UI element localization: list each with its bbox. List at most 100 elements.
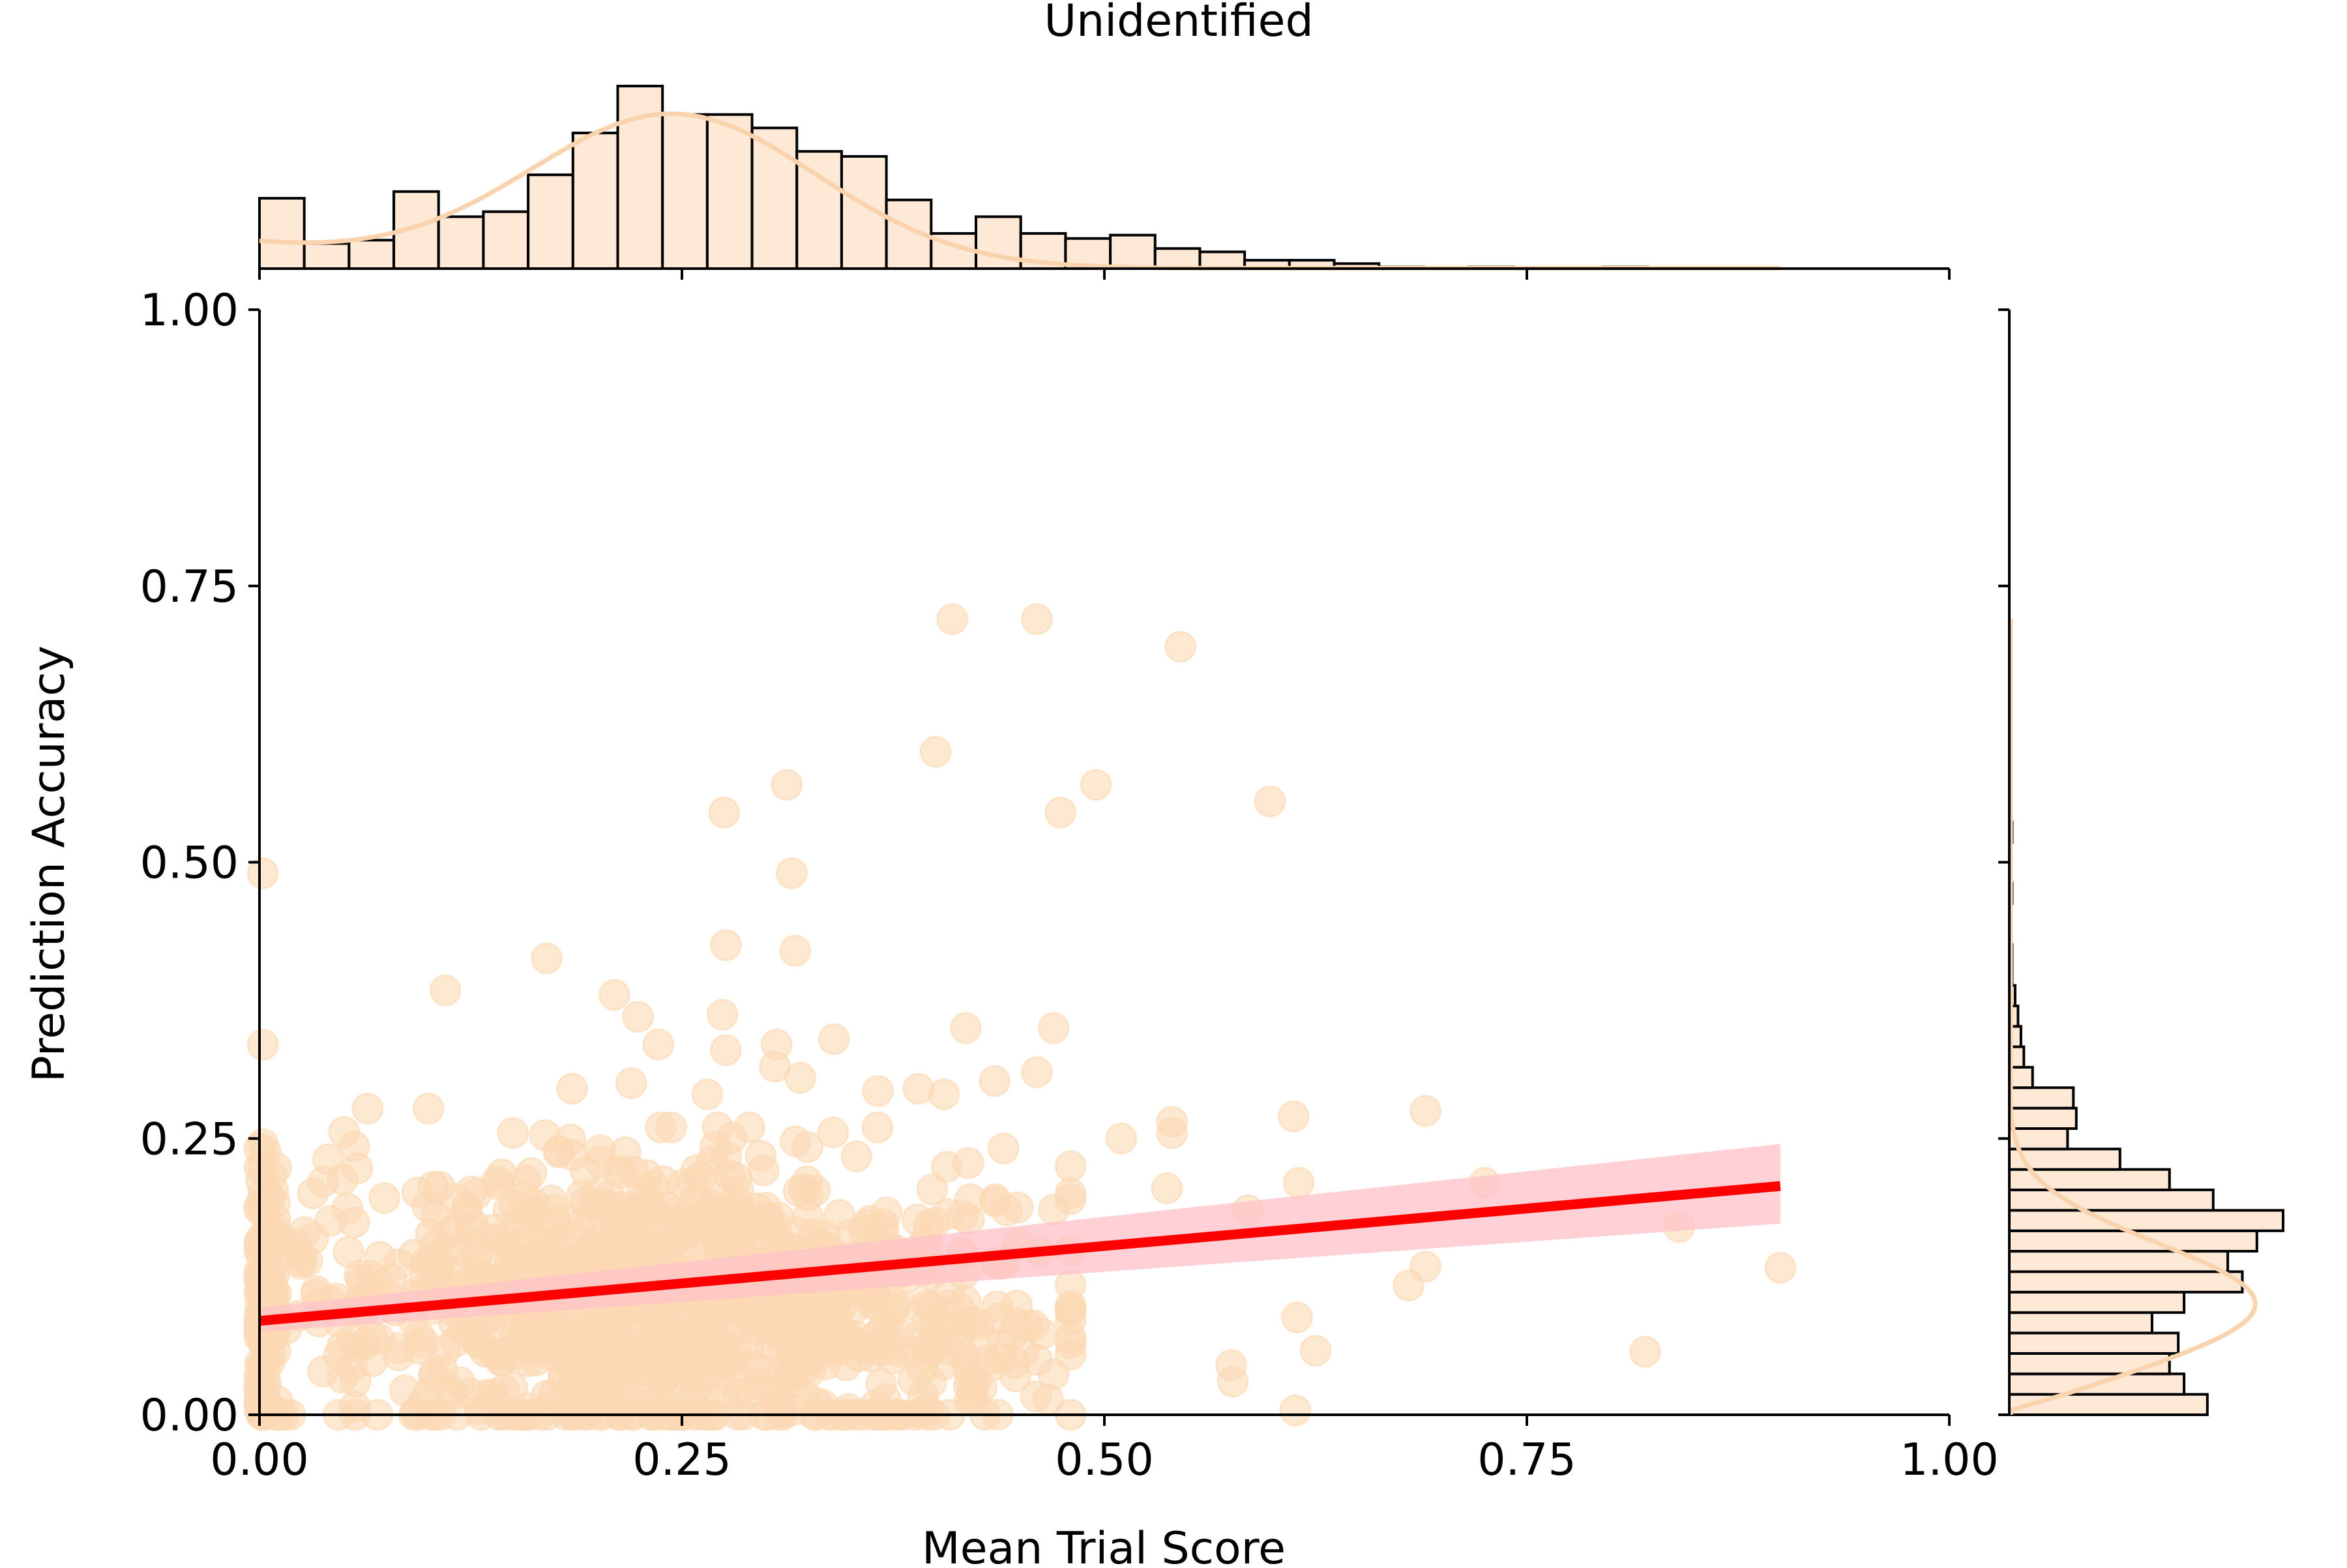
- y-hist-bar: [2008, 1311, 2153, 1335]
- y-hist-bar: [2008, 1270, 2244, 1294]
- y-tick-label: 0.50: [140, 838, 239, 889]
- scatter-point: [486, 1158, 518, 1191]
- scatter-point: [861, 1319, 893, 1352]
- scatter-point: [862, 1074, 894, 1107]
- x-tick-label: 0.25: [632, 1434, 731, 1486]
- scatter-point: [775, 857, 808, 889]
- scatter-point: [745, 1140, 777, 1172]
- scatter-point: [368, 1182, 401, 1215]
- scatter-point: [1017, 1309, 1050, 1341]
- x-hist-bar: [527, 173, 574, 270]
- scatter-point: [1279, 1394, 1312, 1427]
- scatter-point: [861, 1111, 894, 1144]
- scatter-point: [708, 796, 741, 829]
- scatter-point: [1629, 1335, 1661, 1368]
- scatter-point: [783, 1305, 816, 1338]
- scatter-point: [753, 1329, 786, 1362]
- scatter-point: [339, 1391, 372, 1423]
- y-hist-bar: [2008, 1290, 2186, 1314]
- scatter-point: [818, 1023, 850, 1056]
- x-tick-label: 1.00: [1900, 1434, 1998, 1486]
- y-tick-label: 0.75: [140, 561, 239, 613]
- scatter-point: [439, 1182, 471, 1215]
- scatter-point: [1054, 1327, 1087, 1359]
- scatter-point: [246, 1028, 279, 1061]
- scatter-point: [1037, 1012, 1070, 1044]
- scatter-point: [443, 1366, 476, 1398]
- regression-layer: [259, 1144, 1781, 1332]
- scatter-point: [919, 735, 952, 768]
- scatter-point: [947, 1200, 979, 1232]
- scatter-point: [681, 1370, 713, 1403]
- x-tick-label: 0.75: [1477, 1434, 1576, 1486]
- scatter-point: [383, 1248, 415, 1280]
- scatter-point: [928, 1078, 960, 1110]
- scatter-point: [772, 1362, 804, 1395]
- scatter-point: [1105, 1122, 1138, 1155]
- scatter-point: [598, 1203, 631, 1235]
- y-hist-bar: [2008, 1209, 2284, 1232]
- y-tick-label: 0.00: [140, 1390, 239, 1442]
- scatter-point: [297, 1177, 329, 1209]
- y-hist-bar: [2008, 1065, 2034, 1089]
- scatter-point: [703, 1230, 736, 1263]
- y-tick-label: 1.00: [140, 285, 239, 336]
- scatter-point: [248, 1187, 280, 1219]
- scatter-point: [733, 1211, 766, 1243]
- scatter-point: [691, 1078, 724, 1110]
- scatter-point: [630, 1382, 662, 1415]
- scatter-point: [685, 1312, 717, 1345]
- scatter-point: [631, 1159, 664, 1191]
- scatter-point: [583, 1359, 615, 1392]
- scatter-point: [415, 1218, 447, 1250]
- scatter-point: [338, 1130, 370, 1162]
- scatter-point: [715, 1121, 748, 1154]
- scatter-point: [1277, 1100, 1310, 1132]
- scatter-point: [1020, 603, 1053, 636]
- scatter-point: [520, 1197, 552, 1230]
- x-hist-bar: [705, 113, 754, 270]
- scatter-point: [779, 934, 812, 967]
- scatter-point: [897, 1363, 930, 1396]
- scatter-point: [404, 1333, 436, 1365]
- scatter-point: [887, 1290, 920, 1323]
- scatter-point: [1409, 1250, 1441, 1283]
- regression-line: [259, 1181, 1781, 1326]
- scatter-point: [514, 1241, 546, 1273]
- scatter-point: [1020, 1056, 1053, 1089]
- axes: 0.000.00 0.25 0.25 0.50 0.50 0.75 0.75 1.00 1.00: [140, 285, 1999, 1486]
- scatter-point: [1156, 1117, 1188, 1149]
- y-hist-bar: [2008, 1189, 2215, 1212]
- scatter-point: [477, 1213, 510, 1246]
- scatter-point: [652, 1328, 685, 1361]
- scatter-point: [630, 1222, 662, 1254]
- scatter-point: [556, 1072, 589, 1105]
- scatter-point: [949, 1012, 982, 1044]
- x-hist-bar: [303, 242, 351, 271]
- scatter-point: [322, 1339, 355, 1372]
- scatter-point: [830, 1318, 863, 1350]
- x-hist-bar: [258, 197, 306, 270]
- x-tick-label: 0.00: [210, 1434, 308, 1486]
- scatter-point: [1151, 1172, 1183, 1205]
- scatter-point: [840, 1140, 873, 1173]
- scatter-point: [246, 857, 279, 889]
- scatter-point: [1254, 785, 1286, 818]
- x-axis-label: Mean Trial Score: [922, 1523, 1286, 1565]
- chart-title: Unidentified: [1044, 0, 1313, 47]
- scatter-point: [987, 1132, 1020, 1164]
- scatter-point: [1037, 1193, 1070, 1226]
- scatter-point: [784, 1061, 816, 1094]
- scatter-point: [679, 1183, 711, 1215]
- y-hist-bar: [2008, 1393, 2209, 1417]
- scatter-point: [709, 929, 742, 962]
- scatter-point: [916, 1173, 949, 1206]
- x-hist-bar: [571, 131, 619, 270]
- scatter-point: [979, 1065, 1011, 1097]
- y-hist-bar: [2008, 1106, 2078, 1130]
- scatter-point: [1080, 769, 1112, 801]
- scatter-point: [817, 1116, 849, 1149]
- y-tick-label: 0.25: [140, 1114, 239, 1165]
